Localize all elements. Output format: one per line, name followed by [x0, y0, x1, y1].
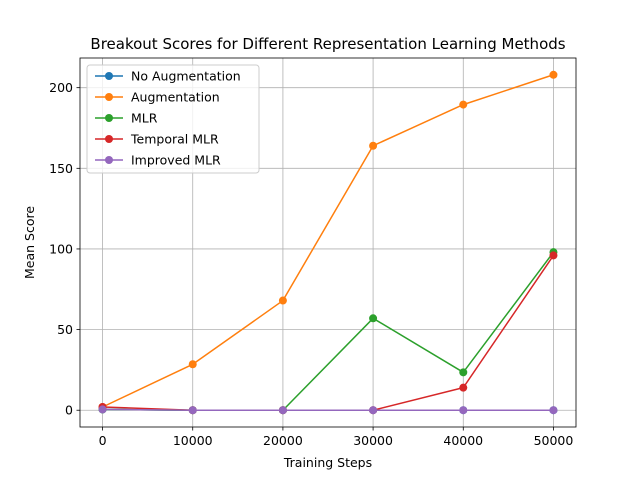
legend-marker-no-augmentation	[105, 72, 113, 80]
legend-entry-mlr: MLR	[95, 111, 158, 126]
plot-frame	[79, 57, 577, 428]
legend-marker-improved-mlr	[105, 156, 113, 164]
x-tick-label: 30000	[353, 433, 393, 448]
data-point-temporal-mlr	[549, 251, 558, 260]
data-point-augmentation	[369, 141, 378, 150]
legend-entry-no-augmentation: No Augmentation	[95, 69, 241, 84]
data-point-augmentation	[188, 360, 197, 369]
data-point-augmentation	[549, 70, 558, 79]
data-point-improved-mlr	[459, 406, 468, 415]
y-tick-label: 150	[49, 161, 73, 176]
x-tick-label: 20000	[263, 433, 303, 448]
x-axis-label: Training Steps	[283, 455, 372, 470]
series-improved-mlr	[98, 405, 558, 415]
series-line-augmentation	[102, 74, 554, 408]
data-point-improved-mlr	[549, 406, 558, 415]
y-tick-label: 200	[49, 80, 73, 95]
data-point-improved-mlr	[188, 406, 197, 415]
data-point-temporal-mlr	[459, 383, 468, 392]
legend-entry-temporal-mlr: Temporal MLR	[95, 132, 219, 147]
x-tick-label: 50000	[534, 433, 574, 448]
legend-marker-temporal-mlr	[105, 135, 113, 143]
axis-ticks: 0 10000 20000 30000 40000 50000 0 50 100 150 200	[49, 80, 573, 448]
y-tick-label: 0	[65, 403, 73, 418]
data-point-mlr	[459, 368, 468, 377]
legend-label-augmentation: Augmentation	[131, 90, 220, 105]
data-point-augmentation	[278, 296, 287, 305]
data-point-augmentation	[459, 100, 468, 109]
y-tick-label: 50	[57, 322, 73, 337]
data-point-improved-mlr	[98, 405, 107, 414]
legend-label-mlr: MLR	[131, 111, 158, 126]
legend-marker-augmentation	[105, 93, 113, 101]
grid	[80, 58, 576, 427]
y-axis-label: Mean Score	[22, 206, 37, 279]
legend: No Augmentation Augmentation MLR Temporal M…	[86, 64, 260, 174]
chart-title: Breakout Scores for Different Representa…	[90, 35, 565, 53]
legend-entry-improved-mlr: Improved MLR	[95, 153, 221, 168]
y-tick-label: 100	[49, 241, 73, 256]
x-tick-label: 10000	[173, 433, 213, 448]
series-layer	[98, 70, 558, 415]
legend-label-improved-mlr: Improved MLR	[131, 153, 221, 168]
data-point-improved-mlr	[278, 406, 287, 415]
legend-label-no-augmentation: No Augmentation	[131, 69, 241, 84]
data-point-mlr	[369, 314, 378, 323]
legend-label-temporal-mlr: Temporal MLR	[130, 132, 219, 147]
data-point-improved-mlr	[369, 406, 378, 415]
x-tick-label: 0	[99, 433, 107, 448]
legend-marker-mlr	[105, 114, 113, 122]
x-tick-label: 40000	[443, 433, 483, 448]
legend-entry-augmentation: Augmentation	[95, 90, 220, 105]
legend-box	[86, 64, 260, 174]
series-line-improved-mlr	[102, 408, 554, 411]
